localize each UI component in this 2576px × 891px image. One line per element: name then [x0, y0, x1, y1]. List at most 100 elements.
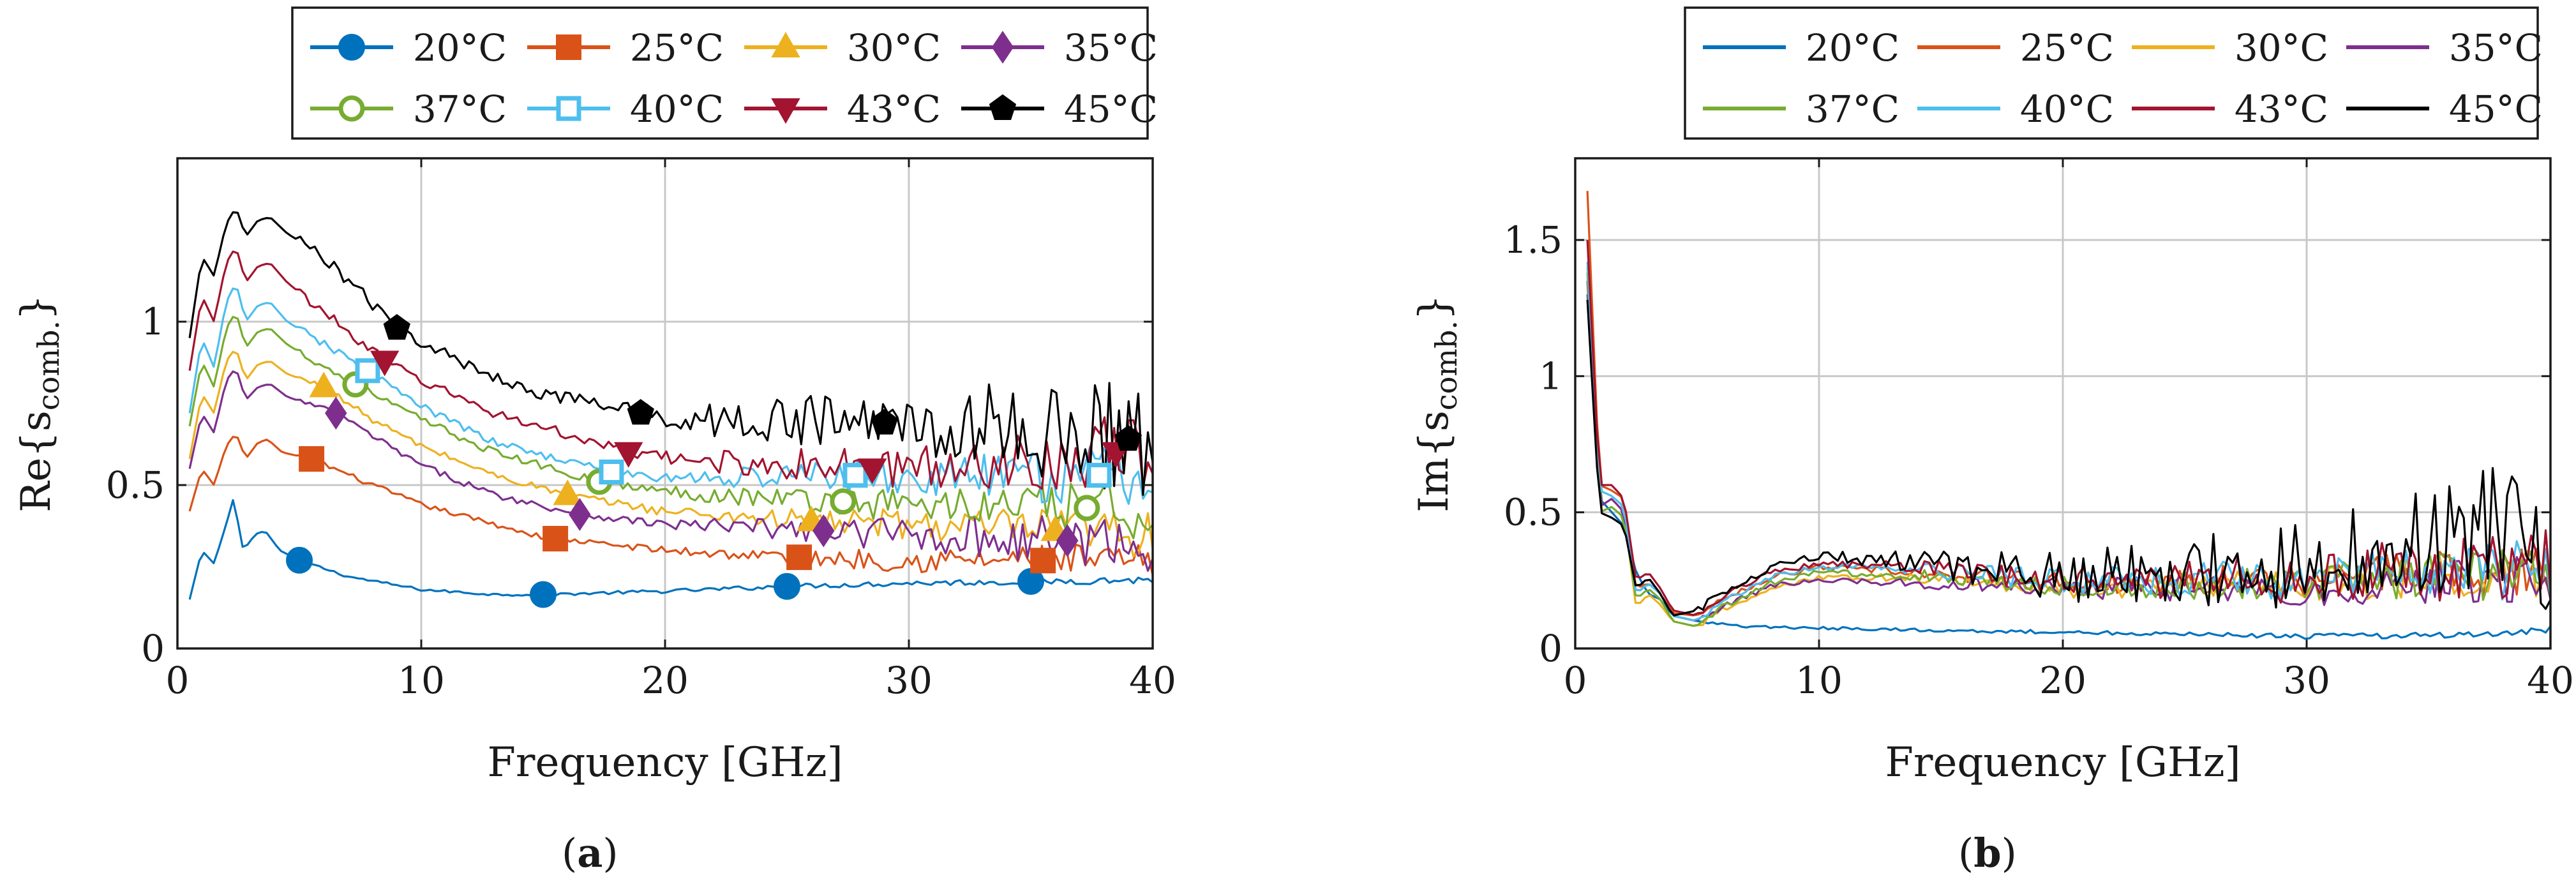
- marker-45°C: [627, 399, 654, 425]
- legend-label-37°C: 37°C: [1806, 87, 1899, 131]
- legend-marker-25°C: [556, 34, 581, 60]
- marker-25°C: [299, 446, 325, 472]
- y-tick-label: 1: [141, 300, 165, 343]
- y-axis-label: Im{scomb.}: [1411, 294, 1464, 512]
- x-axis-label: Frequency [GHz]: [487, 739, 842, 786]
- legend-label-43°C: 43°C: [847, 87, 941, 131]
- marker-45°C: [871, 408, 898, 435]
- x-tick-label: 40: [1129, 659, 1176, 702]
- legend-marker-43°C: [771, 98, 800, 124]
- legend-label-35°C: 35°C: [1064, 26, 1158, 70]
- caption-b: (b): [1958, 830, 2017, 876]
- grid: [177, 158, 1153, 648]
- marker-30°C: [309, 371, 338, 398]
- y-axis-label-sub: comb.: [31, 320, 66, 410]
- series-line-20°C: [1586, 294, 2550, 640]
- legend-label-25°C: 25°C: [2020, 26, 2114, 70]
- series-line-30°C: [188, 350, 1153, 558]
- y-tick-label: 0.5: [106, 463, 165, 507]
- y-axis-label-close: }: [13, 294, 60, 320]
- y-tick-label: 1.5: [1504, 218, 1562, 262]
- x-tick-label: 20: [2039, 659, 2086, 702]
- legend-marker-40°C: [556, 96, 581, 121]
- series-line-43°C: [188, 250, 1153, 490]
- marker-35°C: [812, 514, 835, 548]
- y-axis-label-main: Im{s: [1411, 410, 1458, 513]
- ticks: 0 10 20 30 40 0 0.5 1: [106, 158, 1176, 702]
- marker-40°C: [599, 460, 624, 485]
- marker-35°C: [325, 396, 347, 430]
- marker-45°C: [1114, 425, 1142, 451]
- y-axis-label-main: Re{s: [13, 410, 60, 513]
- marker-25°C: [786, 544, 812, 571]
- caption-b-label: b: [1973, 830, 2002, 876]
- chart-panel-b: 0 10 20 30 40 0 0.5 1 1.5 Frequency [GHz] Im{scomb…: [1411, 6, 2574, 786]
- y-tick-label: 0.5: [1504, 491, 1562, 534]
- legend-marker-37°C: [338, 95, 365, 122]
- series-line-45°C: [188, 211, 1153, 496]
- y-tick-label: 0: [141, 627, 165, 670]
- legend-marker-35°C: [991, 31, 1014, 64]
- legend-label-25°C: 25°C: [630, 26, 724, 70]
- x-tick-label: 0: [1564, 659, 1587, 702]
- marker-35°C: [569, 498, 591, 531]
- x-tick-label: 20: [641, 659, 689, 702]
- series-line-45°C: [1586, 299, 2550, 617]
- marker-40°C: [355, 358, 380, 384]
- x-tick-label: 0: [166, 659, 190, 702]
- legend-label-30°C: 30°C: [847, 26, 941, 70]
- legend-label-43°C: 43°C: [2235, 87, 2328, 131]
- x-tick-label: 30: [2283, 659, 2330, 702]
- legend-label-45°C: 45°C: [1064, 87, 1158, 131]
- y-tick-label: 1: [1539, 354, 1562, 398]
- y-tick-label: 0: [1539, 627, 1562, 670]
- series-lines: [1586, 191, 2550, 640]
- legend-marker-45°C: [989, 94, 1017, 120]
- y-axis-label: Re{scomb.}: [13, 294, 66, 513]
- x-tick-label: 10: [398, 659, 445, 702]
- series-line-40°C: [188, 287, 1153, 505]
- y-axis-label-close: }: [1411, 294, 1458, 320]
- legend-label-45°C: 45°C: [2449, 87, 2543, 131]
- legend: 20°C 25°C 30°C 35°C 37°C 40°C 43°C 45°C: [1684, 6, 2543, 140]
- series-line-35°C: [188, 370, 1153, 572]
- marker-20°C: [774, 573, 800, 600]
- marker-40°C: [842, 463, 868, 488]
- marker-25°C: [1030, 548, 1056, 574]
- marker-30°C: [553, 479, 582, 505]
- marker-43°C: [613, 442, 643, 468]
- legend-label-40°C: 40°C: [2020, 87, 2114, 131]
- legend-label-30°C: 30°C: [2235, 26, 2328, 70]
- x-tick-label: 40: [2527, 659, 2574, 702]
- marker-20°C: [530, 581, 557, 608]
- series-line-25°C: [188, 435, 1153, 576]
- marker-45°C: [383, 313, 410, 340]
- legend-box: [1684, 6, 2539, 140]
- series-line-20°C: [188, 498, 1153, 600]
- legend: 20°C 25°C 30°C 35°C 37°C 40°C 43°C 45°C: [291, 6, 1158, 140]
- legend-marker-20°C: [338, 34, 365, 61]
- caption-a-label: a: [577, 830, 603, 876]
- series-line-43°C: [1586, 239, 2550, 617]
- ticks: 0 10 20 30 40 0 0.5 1 1.5: [1504, 158, 2574, 702]
- chart-panel-a: 0 10 20 30 40 0 0.5 1 Frequency [GHz] Re{scomb.} 2…: [13, 6, 1176, 786]
- marker-40°C: [1086, 463, 1112, 488]
- legend-label-37°C: 37°C: [413, 87, 507, 131]
- x-tick-label: 10: [1795, 659, 1843, 702]
- legend-label-35°C: 35°C: [2449, 26, 2543, 70]
- legend-marker-30°C: [771, 31, 800, 57]
- marker-20°C: [286, 546, 313, 574]
- marker-43°C: [857, 458, 887, 484]
- x-axis-label: Frequency [GHz]: [1885, 739, 2240, 786]
- legend-label-40°C: 40°C: [630, 87, 724, 131]
- caption-a: (a): [562, 830, 618, 876]
- series-lines: [188, 211, 1153, 600]
- marker-35°C: [1056, 524, 1079, 557]
- marker-43°C: [370, 350, 400, 377]
- series-line-37°C: [1586, 273, 2550, 627]
- series-markers: [286, 313, 1142, 608]
- x-tick-label: 30: [885, 659, 932, 702]
- legend-label-20°C: 20°C: [1806, 26, 1899, 70]
- marker-37°C: [1074, 495, 1100, 521]
